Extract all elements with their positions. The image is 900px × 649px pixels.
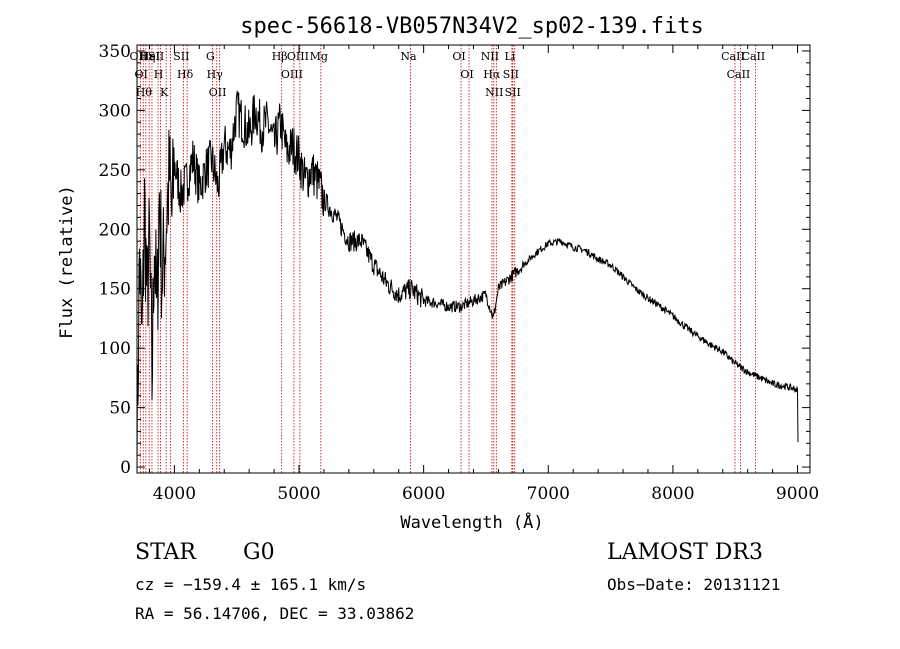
redshift-cz: cz = −159.4 ± 165.1 km/s bbox=[135, 575, 367, 594]
line-marker-label: Hβ bbox=[272, 50, 288, 63]
line-marker-label: K bbox=[160, 86, 169, 99]
line-marker-label: HeI bbox=[140, 50, 160, 63]
line-marker-label: NII bbox=[485, 86, 503, 99]
line-marker-label: Hθ bbox=[136, 86, 153, 99]
line-marker-label: SII bbox=[503, 68, 519, 81]
y-axis-label: Flux (relative) bbox=[57, 185, 77, 339]
x-tick-label: 6000 bbox=[402, 484, 445, 504]
line-marker-label: OI bbox=[452, 50, 465, 63]
line-marker-label: NII bbox=[481, 50, 499, 63]
line-marker-label: CaII bbox=[727, 68, 751, 81]
y-tick-label: 0 bbox=[120, 458, 131, 478]
line-marker-label: SII bbox=[505, 86, 521, 99]
line-marker-label: Hδ bbox=[177, 68, 194, 81]
line-marker-label: CaII bbox=[721, 50, 745, 63]
coordinates: RA = 56.14706, DEC = 33.03862 bbox=[135, 604, 415, 623]
chart-title: spec-56618-VB057N34V2_sp02-139.fits bbox=[240, 14, 704, 39]
line-marker-label: Hη bbox=[139, 50, 155, 63]
line-marker-label: Hγ bbox=[207, 68, 224, 81]
line-marker-label: OII bbox=[130, 50, 148, 63]
y-tick-label: 150 bbox=[99, 280, 131, 300]
line-marker-label: OIII bbox=[287, 50, 309, 63]
x-tick-label: 4000 bbox=[153, 484, 196, 504]
spectral-line-markers bbox=[139, 45, 756, 473]
line-marker-label: H bbox=[154, 68, 164, 81]
y-axis: 0 50 100 150 200 250 300 350 bbox=[99, 42, 810, 478]
plot-frame bbox=[136, 44, 811, 474]
line-marker-label: G bbox=[206, 50, 215, 63]
line-marker-label: OI bbox=[135, 68, 148, 81]
line-marker-label: OII bbox=[209, 86, 227, 99]
line-marker-label: SII bbox=[148, 50, 164, 63]
line-marker-label: SII bbox=[173, 50, 189, 63]
flux-series bbox=[136, 89, 799, 474]
line-marker-label: OI bbox=[460, 68, 473, 81]
line-marker-label: OIII bbox=[281, 68, 303, 81]
flux-line bbox=[136, 89, 799, 474]
y-tick-label: 100 bbox=[99, 339, 131, 359]
x-tick-label: 7000 bbox=[527, 484, 570, 504]
line-marker-label: Mg bbox=[310, 50, 328, 63]
line-marker-label: Hα bbox=[483, 68, 501, 81]
x-axis: 4000 5000 6000 7000 8000 9000 bbox=[148, 45, 819, 504]
object-class: STAR bbox=[135, 540, 196, 565]
x-tick-label: 8000 bbox=[651, 484, 694, 504]
y-tick-label: 250 bbox=[99, 161, 131, 181]
x-tick-label: 9000 bbox=[776, 484, 819, 504]
line-marker-label: Na bbox=[400, 50, 417, 63]
survey-name: LAMOST DR3 bbox=[607, 540, 763, 565]
y-tick-label: 200 bbox=[99, 220, 131, 240]
observation-date: Obs−Date: 20131121 bbox=[607, 575, 781, 594]
object-subclass: G0 bbox=[243, 540, 275, 565]
line-marker-label: CaII bbox=[742, 50, 766, 63]
x-axis-label: Wavelength (Å) bbox=[400, 511, 543, 533]
line-marker-label: Li bbox=[504, 50, 515, 63]
x-tick-label: 5000 bbox=[277, 484, 320, 504]
y-tick-label: 300 bbox=[99, 101, 131, 121]
y-tick-label: 50 bbox=[109, 399, 131, 419]
y-tick-label: 350 bbox=[99, 42, 131, 62]
